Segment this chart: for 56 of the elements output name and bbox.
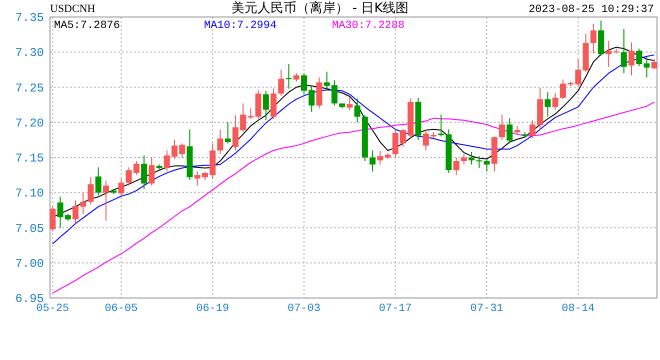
candlestick [620, 28, 627, 74]
y-tick-label: 7.20 [15, 116, 44, 130]
candlestick [453, 157, 460, 176]
candlestick [102, 180, 109, 222]
text: MA5:7.2876 [54, 20, 120, 32]
text: MA10:7.2994 [204, 20, 278, 32]
candlestick [286, 64, 292, 90]
text: USDCNH [50, 3, 96, 15]
candlestick [476, 156, 482, 169]
candlestick [262, 90, 269, 121]
candlestick [95, 166, 102, 196]
candlestick [544, 92, 551, 118]
chart-title: 美元人民币（离岸） - 日K线图 [231, 0, 409, 16]
y-tick-label: 7.05 [15, 222, 44, 236]
candlestick [506, 118, 513, 144]
candlestick [255, 90, 262, 120]
y-tick-label: 7.35 [15, 11, 44, 25]
x-tick-label: 06-05 [104, 303, 138, 315]
y-tick-label: 7.00 [15, 256, 44, 271]
candlestick [651, 58, 658, 70]
candlestick [606, 40, 612, 68]
candlestick [316, 76, 322, 109]
x-tick-label: 07-31 [470, 303, 504, 315]
y-tick-label: 7.30 [15, 46, 44, 60]
candlestick [590, 24, 596, 54]
x-tick-label: 08-14 [562, 303, 596, 315]
candlestick [370, 150, 376, 172]
x-tick-label: 07-03 [287, 303, 321, 315]
candlestick [484, 158, 490, 172]
text: MA30:7.2288 [332, 20, 405, 32]
candlestick [224, 122, 231, 144]
candlestick [499, 114, 506, 140]
y-tick-label: 7.15 [15, 152, 44, 166]
candlestick [118, 178, 124, 197]
candlestick [270, 88, 277, 120]
line-series [52, 102, 655, 294]
x-tick-label: 06-19 [196, 303, 230, 315]
text: 2023-08-25 10:29:37 [528, 4, 654, 16]
candlestick [552, 92, 558, 110]
candlestick [354, 98, 360, 123]
candlestick [468, 151, 475, 166]
y-tick-label: 7.10 [15, 186, 44, 201]
candlestick [346, 96, 353, 111]
candlestick [217, 128, 224, 154]
candlestick [628, 42, 634, 76]
candlestick [141, 154, 148, 190]
candlestick [377, 150, 384, 166]
candlestick [50, 206, 56, 232]
candlestick [278, 69, 284, 96]
candlestick [88, 176, 94, 206]
x-tick-label: 07-17 [378, 303, 412, 315]
candlestick [148, 157, 155, 186]
candlestick [598, 20, 604, 56]
y-tick-label: 7.25 [15, 81, 44, 96]
candlestick [460, 153, 467, 166]
x-tick-label: 05-25 [36, 303, 70, 315]
